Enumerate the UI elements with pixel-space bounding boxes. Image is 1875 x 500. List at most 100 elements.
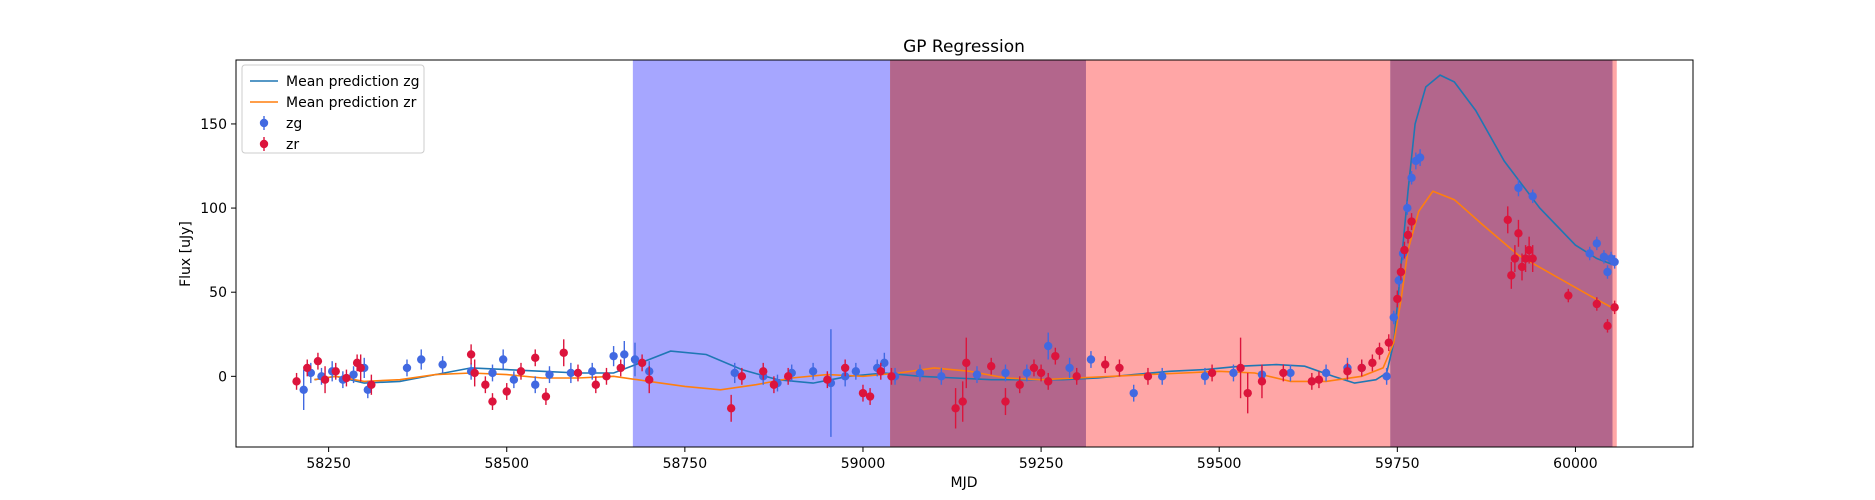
data-point [1375,346,1384,356]
data-point [1610,303,1619,312]
data-point [559,348,568,357]
data-point [1257,377,1267,386]
data-point [402,363,412,373]
shaded-span-4 [1390,60,1613,447]
data-point [466,350,476,359]
data-point [1384,338,1393,347]
data-point [1029,363,1039,373]
data-point [1368,358,1377,368]
data-point [769,380,779,389]
data-point [1022,368,1032,378]
data-point [1415,153,1425,162]
y-tick-label: 0 [218,369,227,385]
data-point [737,372,747,381]
data-point [1307,377,1317,386]
shaded-span-5 [1612,60,1617,447]
data-point [1528,254,1537,263]
data-point [1236,363,1245,373]
data-point [1507,271,1516,280]
x-tick-label: 59750 [1375,456,1420,472]
data-point [342,373,351,383]
data-point [1407,173,1416,182]
data-point [1086,355,1096,364]
y-axis-title: Flux [uJy] [178,221,194,287]
data-point [1243,388,1252,398]
data-point [1229,368,1238,378]
data-point [1101,360,1110,369]
y-tick-label: 50 [209,285,227,301]
shaded-span-2 [890,60,1086,447]
plot-frame [235,59,1694,448]
legend-label: zg [286,116,302,132]
y-tick-label: 150 [200,117,227,133]
data-point [1517,262,1527,272]
data-point [367,380,376,389]
data-point [1503,215,1512,225]
data-point [573,368,583,378]
data-point [1599,252,1609,262]
data-point [1610,257,1619,267]
data-point [481,380,490,389]
data-point [726,404,736,413]
data-point [1407,217,1416,226]
data-point [1158,372,1167,381]
legend-label: Mean prediction zg [286,74,420,90]
data-point [488,368,497,378]
shaded-span-1 [632,60,891,447]
data-point [545,370,554,379]
data-point [1524,245,1534,255]
data-point [588,367,597,376]
data-point [823,375,832,384]
data-point [1143,372,1153,381]
data-point [1200,372,1210,381]
x-tick-label: 59250 [1019,456,1064,472]
data-point [1510,254,1520,263]
data-point [962,358,971,368]
data-point [880,358,889,368]
data-point [1403,203,1412,213]
data-point [1393,294,1402,304]
data-point [1564,291,1573,300]
legend-marker-swatch [259,118,269,128]
data-point [1001,368,1010,378]
data-point [320,375,330,384]
x-tick-label: 58250 [306,456,351,472]
data-point [1514,229,1523,238]
series-points-2 [292,206,1619,429]
data-point [1129,388,1138,398]
data-point [858,388,868,398]
data-point [509,375,519,384]
data-point [1400,245,1409,255]
data-point [1207,368,1217,378]
data-point [609,351,618,361]
data-point [887,372,896,381]
y-tick-label: 100 [200,201,227,217]
legend-label: zr [286,137,299,153]
data-point [620,350,629,359]
x-axis-ticks: 58250 58500 58750 59000 59250 59500 59750 60000 [306,447,1598,472]
data-point [630,355,640,364]
data-point [531,380,540,389]
data-point [1001,397,1010,406]
plot-series [292,74,1619,437]
data-point [591,380,600,389]
chart-title: GP Regression [903,37,1025,57]
data-point [516,367,526,376]
x-tick-label: 59000 [841,456,886,472]
data-point [865,392,875,401]
data-point [299,385,308,394]
data-point [502,387,511,396]
x-tick-label: 59500 [1197,456,1242,472]
y-axis-ticks: 0 50 100 150 [200,117,236,385]
data-point [1382,372,1391,381]
data-point [417,355,426,364]
data-point [1072,372,1081,381]
data-point [1065,363,1074,373]
data-point [488,397,497,406]
data-point [783,372,793,381]
data-point [616,363,625,373]
data-point [602,372,611,381]
data-point [349,370,358,379]
legend-box [241,64,425,154]
